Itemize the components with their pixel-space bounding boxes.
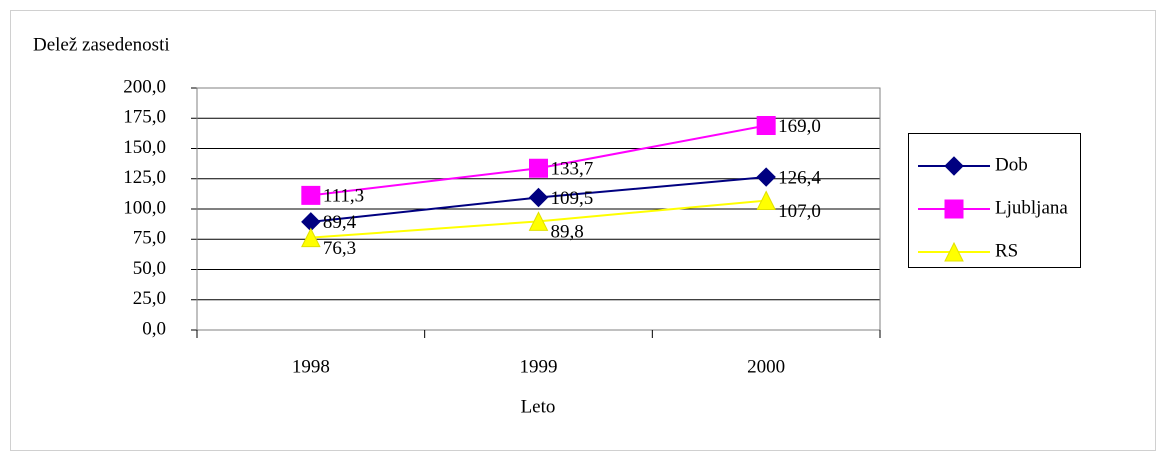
marker xyxy=(756,167,776,187)
y-tick-label: 75,0 xyxy=(133,228,166,249)
x-tick-label: 1998 xyxy=(292,356,330,377)
data-label: 133,7 xyxy=(551,159,594,180)
legend-label: Ljubljana xyxy=(995,197,1068,218)
x-axis-title: Leto xyxy=(521,396,556,417)
y-tick-label: 125,0 xyxy=(123,167,166,188)
marker xyxy=(528,211,549,231)
y-tick-label: 150,0 xyxy=(123,137,166,158)
plot-frame xyxy=(196,87,881,331)
data-label: 89,4 xyxy=(323,212,357,233)
y-tick-label: 100,0 xyxy=(123,197,166,218)
legend-label: Dob xyxy=(995,154,1028,175)
marker xyxy=(756,116,776,136)
marker xyxy=(301,185,321,205)
x-tick-label: 2000 xyxy=(747,356,785,377)
data-label: 126,4 xyxy=(778,167,821,188)
y-axis-title: Delež zasedenosti xyxy=(33,34,170,55)
data-label: 107,0 xyxy=(778,201,821,222)
marker xyxy=(944,241,964,262)
marker xyxy=(529,158,548,178)
data-label: 109,5 xyxy=(551,188,594,209)
marker xyxy=(944,156,964,176)
data-label: 111,3 xyxy=(323,186,364,207)
x-tick-label: 1999 xyxy=(520,356,558,377)
y-tick-label: 50,0 xyxy=(133,258,166,279)
legend-box xyxy=(908,133,1081,268)
y-tick-label: 0,0 xyxy=(142,318,166,339)
y-tick-label: 200,0 xyxy=(123,76,166,97)
data-label: 89,8 xyxy=(551,222,584,243)
marker xyxy=(301,227,321,248)
legend-label: RS xyxy=(995,240,1018,261)
y-tick-label: 175,0 xyxy=(123,107,166,128)
data-label: 76,3 xyxy=(323,238,356,259)
data-label: 169,0 xyxy=(778,116,821,137)
marker xyxy=(756,190,776,211)
marker xyxy=(528,187,549,208)
marker xyxy=(944,199,964,219)
y-tick-label: 25,0 xyxy=(133,288,166,309)
